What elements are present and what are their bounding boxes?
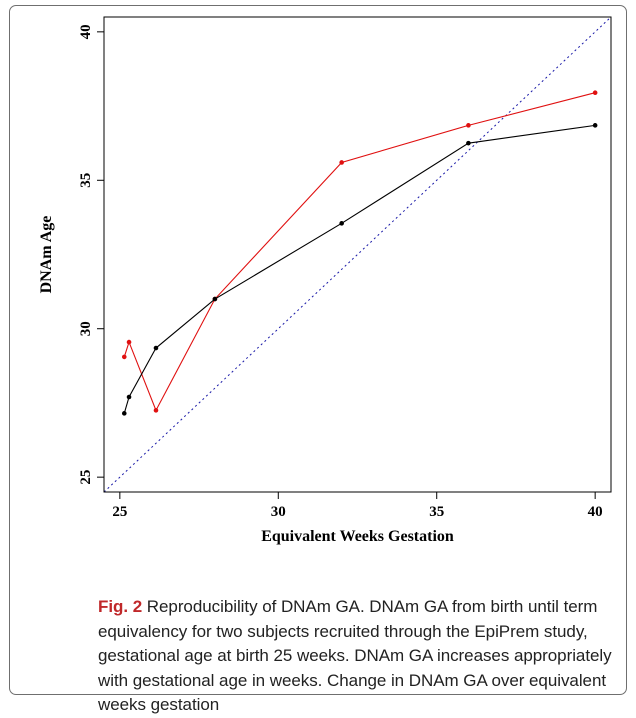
y-tick-label: 25 [78,470,94,485]
plot-frame [103,16,612,493]
x-tick-label: 35 [429,504,444,520]
reference-line [103,16,612,493]
series-2-point [466,140,471,146]
series-1-point [153,408,159,413]
y-tick-label: 40 [78,24,94,39]
series-2-line [123,124,596,414]
x-tick-label: 25 [112,504,127,520]
x-tick-label: 40 [588,504,603,520]
line-chart: 25 30 35 40 25 30 35 40 Equivalent Weeks Gestat… [38,16,612,545]
x-tick-label: 30 [271,504,286,520]
figure-caption: Fig. 2 Reproducibility of DNAm GA. DNAm … [98,595,628,718]
series-1-point [592,90,598,96]
figure-label: Fig. 2 [98,597,143,616]
series-1-point [121,354,127,360]
caption-text: Reproducibility of DNAm GA. DNAm GA from… [98,597,612,714]
y-axis-title: DNAm Age [38,216,55,294]
y-tick-label: 30 [78,321,94,336]
series-1-point [126,339,132,345]
series-1-point [339,160,344,165]
series-2-point [212,296,218,302]
y-tick-label: 35 [78,173,94,188]
series-2-point [339,221,344,226]
figure-panel: 25 30 35 40 25 30 35 40 Equivalent Weeks Gestat… [9,5,627,714]
series-2-point [121,411,127,416]
series-1-point [466,123,471,128]
series-1-line [123,92,596,412]
series-2-point [153,345,159,351]
series-2-point [126,394,132,400]
series-2-point [592,123,598,128]
x-axis-title: Equivalent Weeks Gestation [261,528,454,545]
